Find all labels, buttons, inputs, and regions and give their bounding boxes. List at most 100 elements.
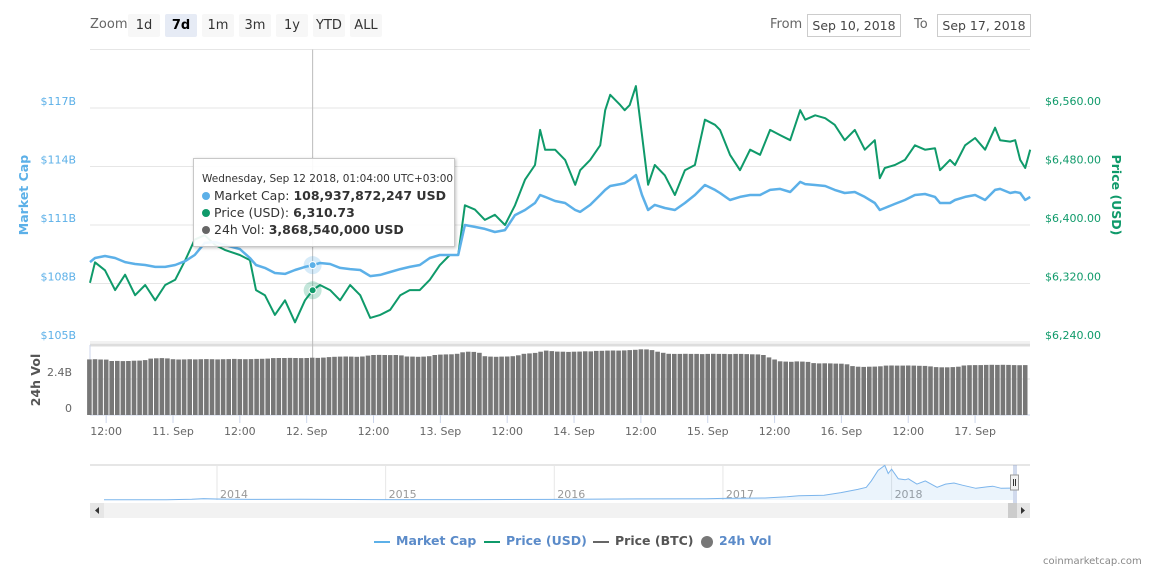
volume-bar [538, 351, 543, 415]
volume-bar [805, 361, 811, 415]
zoom-3m-button[interactable]: 3m [239, 14, 271, 37]
zoom-all-button[interactable]: ALL [350, 14, 382, 37]
volume-bar [950, 367, 956, 415]
axes: Market Cap Price (USD) 24h Vol $117B $114… [16, 95, 1124, 438]
from-label: From [770, 17, 803, 32]
y-left-tick-label: $108B [40, 271, 76, 284]
volume-bar [543, 350, 549, 415]
y-right-tick-label: $6,240.00 [1045, 329, 1101, 342]
market-cap-line [89, 173, 1031, 278]
volume-bar [371, 355, 376, 415]
volume-bar [766, 357, 772, 415]
tooltip-header: Wednesday, Sep 12 2018, 01:04:00 UTC+03:… [202, 173, 454, 185]
tooltip: Wednesday, Sep 12 2018, 01:04:00 UTC+03:… [193, 158, 455, 247]
from-date-input[interactable]: Sep 10, 2018 [807, 14, 901, 37]
legend-item-price-btc[interactable]: Price (BTC) [593, 533, 694, 548]
tooltip-label: Price (USD): [214, 205, 294, 220]
volume-bar [1006, 364, 1011, 415]
y-left-tick-label: $117B [40, 95, 76, 108]
volume-dot-icon [202, 226, 210, 234]
tooltip-value: 6,310.73 [293, 205, 355, 220]
legend-label: Price (USD) [506, 533, 587, 548]
volume-bar [1017, 365, 1022, 415]
volume-bar [789, 361, 794, 416]
volume-bar [917, 365, 922, 415]
legend-item-volume[interactable]: 24h Vol [701, 533, 772, 548]
volume-bar [170, 359, 176, 415]
volume-bar [482, 356, 488, 415]
volume-bar [672, 353, 677, 415]
volume-bar [293, 358, 298, 415]
volume-bar [454, 353, 460, 415]
volume-bar [315, 357, 321, 415]
legend-label: Market Cap [396, 533, 477, 548]
zoom-1m-button[interactable]: 1m [202, 14, 234, 37]
volume-bar [115, 360, 120, 415]
zoom-7d-button[interactable]: 7d [165, 14, 197, 37]
volume-bar [777, 361, 783, 415]
to-date-input[interactable]: Sep 17, 2018 [937, 14, 1031, 37]
volume-bar [265, 358, 270, 415]
volume-bar [944, 367, 950, 415]
volume-bar [616, 350, 621, 415]
line-icon [484, 540, 500, 543]
x-tick-label: 12:00 [759, 425, 791, 438]
volume-bar [599, 350, 605, 415]
volume-bar [209, 359, 215, 415]
volume-bar [582, 351, 588, 416]
y-axis-volume-title: 24h Vol [28, 354, 43, 407]
x-tick-label: 12:00 [892, 425, 924, 438]
volume-bar [176, 359, 181, 415]
volume-bar [610, 350, 616, 415]
volume-bar [137, 360, 142, 415]
x-tick-label: 11. Sep [152, 425, 194, 438]
tooltip-value: 108,937,872,247 USD [293, 188, 446, 203]
volume-bar [828, 363, 833, 415]
volume-bar [983, 364, 989, 415]
volume-bar [967, 365, 972, 415]
volume-bar [922, 365, 928, 415]
volume-bar [905, 365, 911, 415]
zoom-ytd-button[interactable]: YTD [313, 14, 345, 37]
volume-bar [237, 359, 243, 415]
volume-bar [928, 366, 933, 415]
volume-bar [638, 349, 644, 415]
y-left-tick-label: $114B [40, 154, 76, 167]
navigator-handle[interactable] [1010, 474, 1019, 491]
scrollbar-thumb[interactable] [1008, 503, 1017, 518]
volume-bar [627, 350, 632, 415]
volume-bar [900, 365, 905, 415]
y-axis-left-title: Market Cap [16, 155, 31, 235]
volume-bar [516, 355, 521, 415]
volume-bar [744, 354, 749, 415]
volume-bar [811, 363, 816, 415]
y-right-tick-label: $6,480.00 [1045, 154, 1101, 167]
volume-bar [142, 360, 148, 415]
volume-bar [348, 356, 354, 415]
navigator[interactable]: 20142015201620172018 [90, 464, 1030, 518]
legend-item-market-cap[interactable]: Market Cap [374, 533, 476, 548]
volume-bar [365, 355, 371, 415]
volume-bar [822, 363, 827, 416]
volume-bar [855, 366, 861, 415]
x-tick-label: 13. Sep [419, 425, 461, 438]
volume-bar [399, 355, 404, 415]
scrollbar-track[interactable] [90, 503, 1030, 518]
zoom-1d-button[interactable]: 1d [128, 14, 160, 37]
tooltip-row-market-cap: Market Cap: 108,937,872,247 USD [202, 188, 446, 203]
legend-label: Price (BTC) [615, 533, 694, 548]
volume-bar [438, 354, 443, 415]
volume-bar [493, 356, 499, 415]
volume-bar [382, 355, 387, 415]
volume-bar [621, 350, 627, 415]
volume-bar [259, 358, 265, 416]
volume-bar [644, 349, 649, 415]
volume-bar [215, 359, 220, 415]
credit-link[interactable]: coinmarketcap.com [1043, 556, 1142, 567]
tooltip-row-price: Price (USD): 6,310.73 [202, 205, 355, 220]
zoom-1y-button[interactable]: 1y [276, 14, 308, 37]
circle-icon [701, 535, 713, 548]
legend-item-price-usd[interactable]: Price (USD) [484, 533, 587, 548]
volume-bar [131, 360, 137, 415]
volume-bar [933, 367, 939, 415]
